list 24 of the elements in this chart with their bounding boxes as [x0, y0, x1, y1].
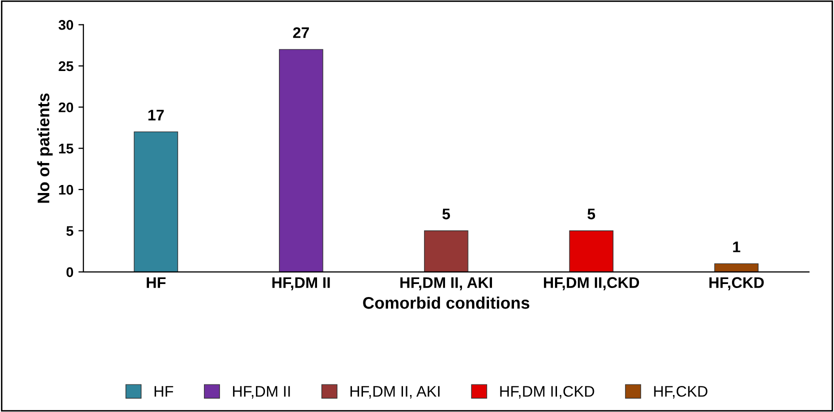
x-tick-label: HF,DM II, AKI — [400, 277, 492, 290]
legend-label: HF,CKD — [654, 386, 708, 399]
y-tick-label: 5 — [66, 226, 74, 236]
data-label: 17 — [148, 110, 164, 120]
y-tick-label: 15 — [59, 144, 74, 154]
x-axis-title: Comorbid conditions — [363, 296, 530, 309]
legend-label: HF,DM II, AKI — [350, 386, 440, 399]
y-tick-label: 0 — [66, 267, 74, 278]
y-tick-label: 20 — [58, 102, 74, 112]
data-label: 1 — [733, 242, 740, 252]
data-label: 5 — [588, 208, 596, 220]
x-tick-label: HF,DM II,CKD — [544, 277, 640, 290]
x-tick-label: HF — [146, 277, 166, 288]
legend-label: HF — [154, 386, 174, 397]
data-label: 5 — [442, 208, 450, 220]
y-tick-label: 25 — [58, 61, 74, 72]
x-tick-label: HF,CKD — [709, 277, 764, 290]
y-axis-title: No of patients — [37, 93, 53, 203]
legend-label: HF,DM II,CKD — [500, 386, 594, 399]
x-tick-label: HF,DM II — [272, 277, 330, 290]
data-label: 27 — [293, 27, 309, 38]
y-tick-label: 30 — [58, 20, 74, 30]
y-tick-label: 10 — [59, 184, 74, 195]
legend-label: HF,DM II — [233, 386, 290, 399]
